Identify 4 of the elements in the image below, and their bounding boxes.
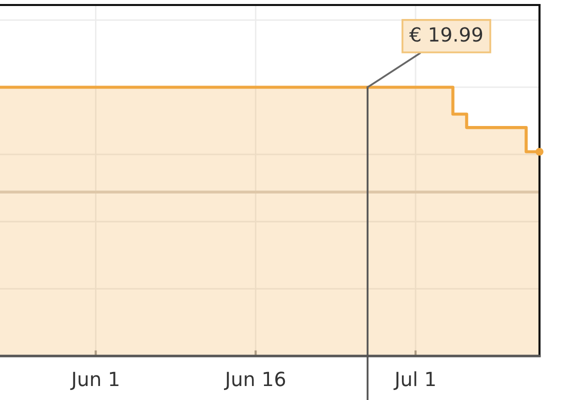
x-tick-label: Jul 1 (394, 371, 435, 390)
x-tick-label: Jun 16 (224, 372, 286, 390)
x-tick-label: Jun 1 (70, 372, 118, 390)
annotation: € 19.99 (409, 27, 482, 42)
